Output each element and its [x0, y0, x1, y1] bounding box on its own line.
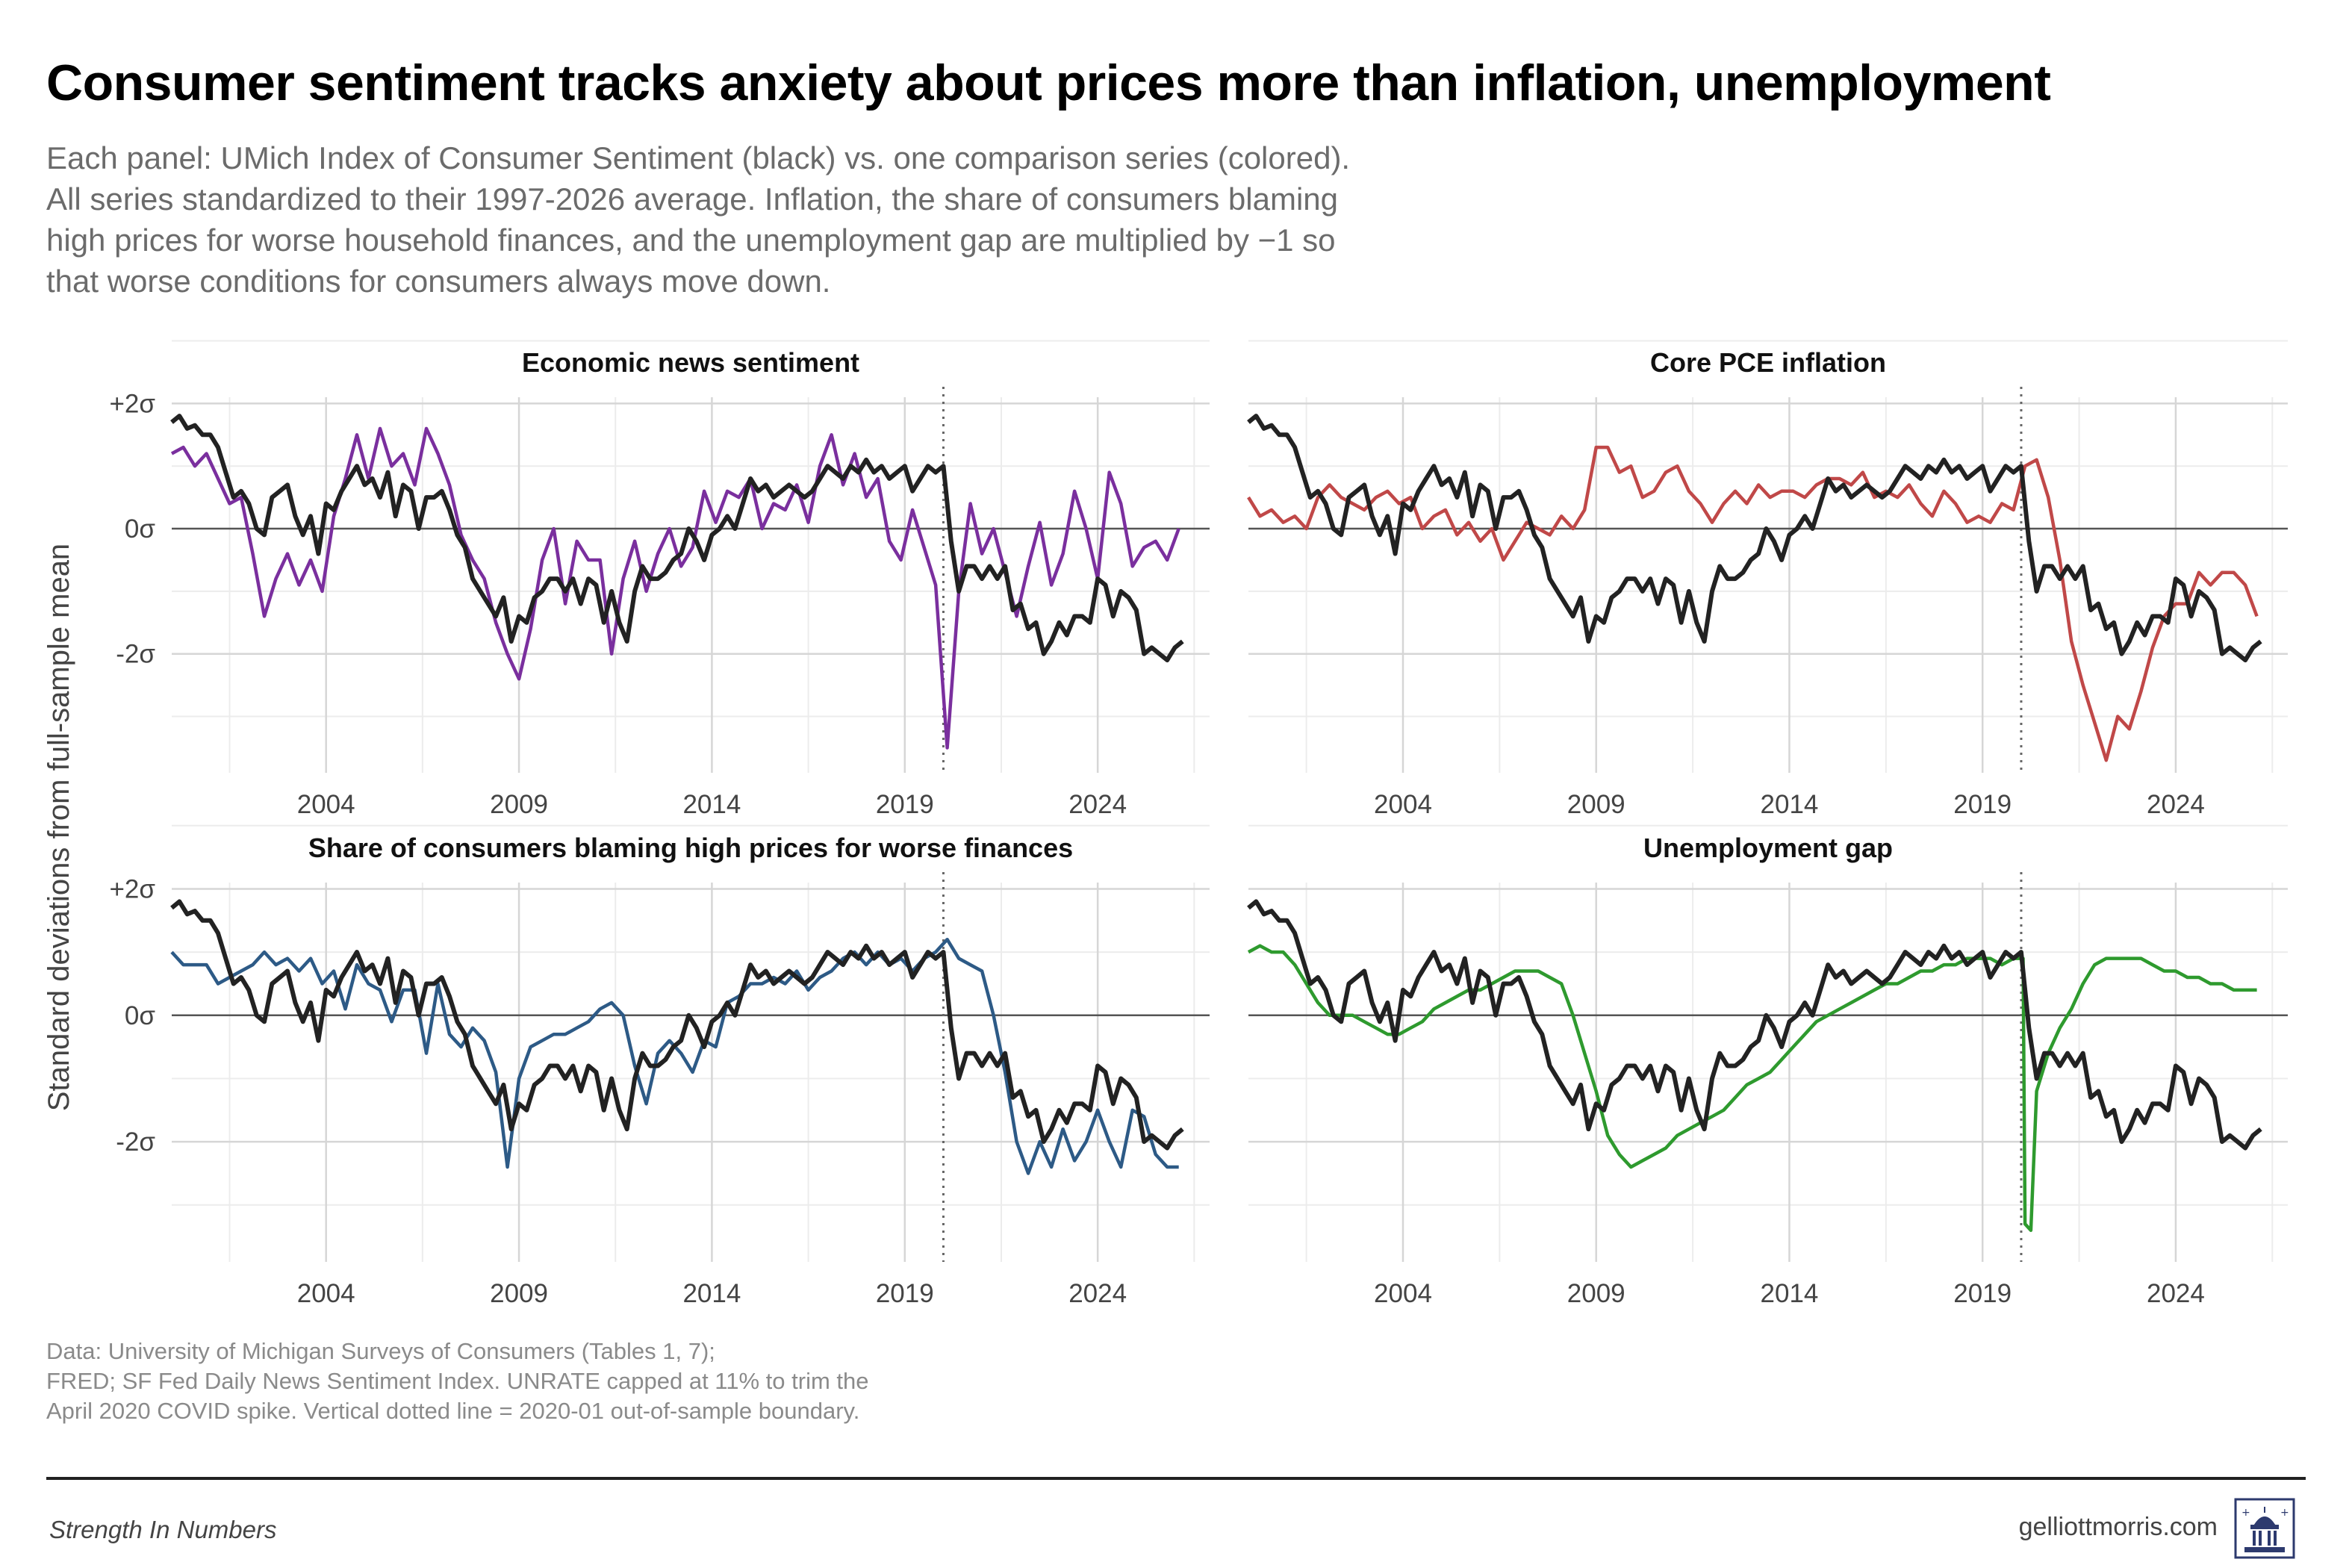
panel-2: 2004 2009 2014 2019 2024 Core PCE inflation — [1247, 340, 2288, 819]
x-tick-label: 2024 — [1068, 790, 1127, 819]
x-tick-label: 2009 — [1567, 790, 1625, 819]
news-series-line — [170, 426, 1180, 750]
x-tick-label: 2009 — [490, 1279, 548, 1308]
caption-line: April 2020 COVID spike. Vertical dotted … — [46, 1398, 860, 1424]
x-tick-label: 2004 — [297, 790, 355, 819]
capitol-logo-icon: + + — [2234, 1498, 2295, 1559]
pce-series-line — [1247, 445, 2259, 762]
svg-text:+: + — [2280, 1507, 2289, 1519]
footer-rule — [46, 1477, 2306, 1480]
y-tick-label: 0σ — [125, 514, 155, 544]
subtitle-line: Each panel: UMich Index of Consumer Sent… — [46, 140, 1351, 175]
svg-text:+: + — [2241, 1507, 2250, 1519]
x-tick-label: 2024 — [2147, 790, 2205, 819]
x-tick-label: 2004 — [1374, 1279, 1432, 1308]
x-tick-label: 2019 — [876, 790, 934, 819]
x-tick-label: 2014 — [1761, 1279, 1819, 1308]
x-tick-label: 2019 — [1953, 790, 2012, 819]
site-url: gelliottmorris.com — [2018, 1513, 2218, 1541]
caption-line: FRED; SF Fed Daily News Sentiment Index.… — [46, 1368, 869, 1394]
sentiment-series-line — [1247, 414, 2262, 663]
sentiment-series-line — [170, 899, 1184, 1151]
panel-1: 2004 2009 2014 2019 2024 +2σ 0σ -2σ Economic new… — [109, 340, 1210, 819]
panel-title: Unemployment gap — [1643, 833, 1893, 863]
chart-area: Standard deviations from full-sample mea… — [43, 340, 2288, 1308]
y-tick-label: -2σ — [116, 1127, 155, 1157]
y-axis-title: Standard deviations from full-sample mea… — [43, 544, 75, 1111]
x-tick-label: 2009 — [1567, 1279, 1625, 1308]
y-tick-label: +2σ — [109, 874, 155, 903]
x-tick-label: 2009 — [490, 790, 548, 819]
unemployment-series-line — [1247, 944, 2257, 1232]
x-tick-label: 2019 — [876, 1279, 934, 1308]
x-tick-label: 2024 — [1068, 1279, 1127, 1308]
y-tick-label: +2σ — [109, 389, 155, 418]
x-tick-label: 2024 — [2147, 1279, 2205, 1308]
y-tick-label: -2σ — [116, 640, 155, 669]
page-title: Consumer sentiment tracks anxiety about … — [46, 55, 2051, 111]
x-tick-label: 2014 — [682, 790, 741, 819]
panel-title: Economic news sentiment — [522, 347, 859, 378]
subtitle: Each panel: UMich Index of Consumer Sent… — [46, 137, 1652, 302]
brand-name: Strength In Numbers — [49, 1516, 277, 1543]
x-tick-label: 2004 — [297, 1279, 355, 1308]
x-tick-label: 2019 — [1953, 1279, 2012, 1308]
x-tick-label: 2004 — [1374, 790, 1432, 819]
subtitle-line: that worse conditions for consumers alwa… — [46, 264, 831, 299]
source-caption: Data: University of Michigan Surveys of … — [46, 1337, 868, 1426]
caption-line: Data: University of Michigan Surveys of … — [46, 1338, 715, 1364]
subtitle-line: All series standardized to their 1997-20… — [46, 181, 1338, 217]
panel-title: Share of consumers blaming high prices f… — [308, 833, 1073, 863]
panel-title: Core PCE inflation — [1650, 347, 1886, 378]
sentiment-series-line — [1247, 899, 2262, 1151]
panel-4: 2004 2009 2014 2019 2024 Unemployment gap — [1247, 824, 2288, 1308]
sentiment-series-line — [170, 414, 1184, 663]
prices-series-line — [170, 937, 1179, 1175]
subtitle-line: high prices for worse household finances… — [46, 223, 1336, 258]
x-tick-label: 2014 — [682, 1279, 741, 1308]
panel-3: 2004 2009 2014 2019 2024 +2σ 0σ -2σ Share of con… — [109, 824, 1210, 1308]
y-tick-label: 0σ — [125, 1001, 155, 1030]
x-tick-label: 2014 — [1761, 790, 1819, 819]
